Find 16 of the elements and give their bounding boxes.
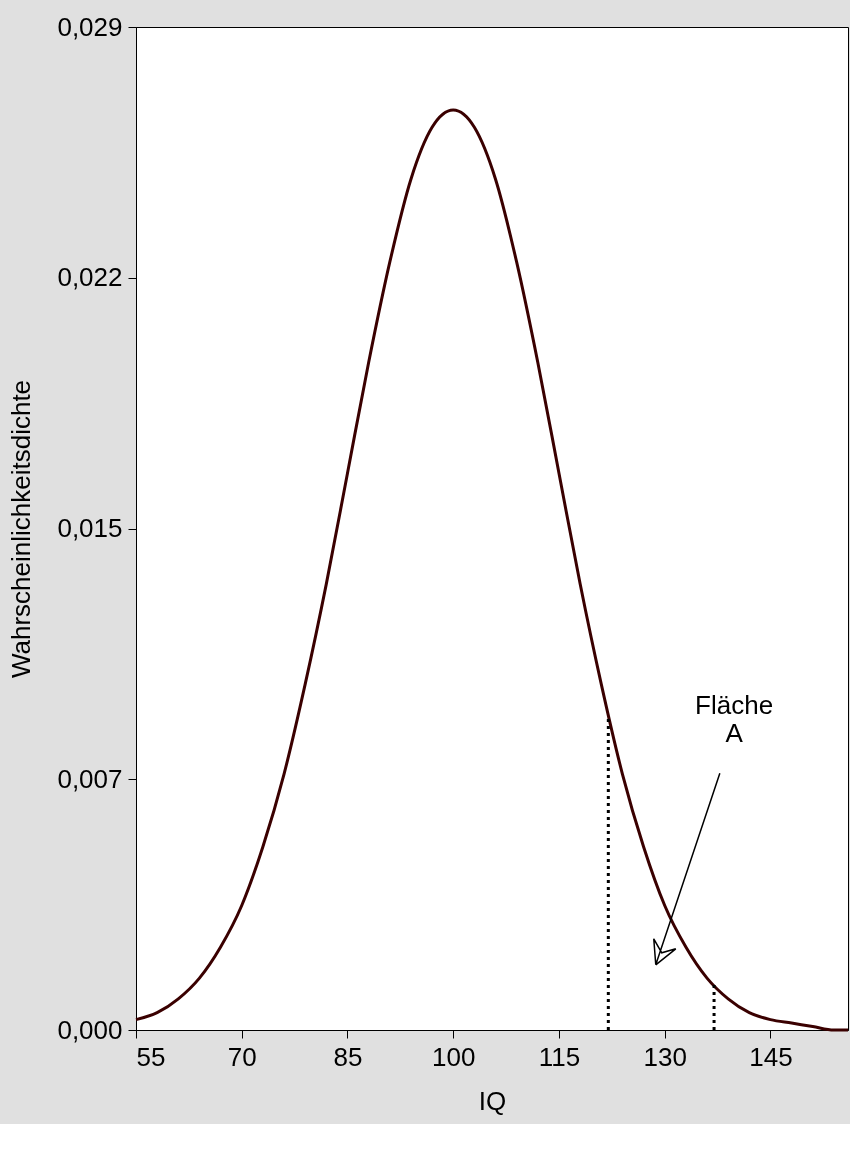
x-tick-label: 85 [333,1041,363,1072]
y-tick-label: 0,000 [57,1014,123,1045]
x-tick-label: 130 [643,1041,687,1072]
line-series [134,108,850,1032]
x-tick-label: 115 [538,1041,581,1072]
y-tick-label: 0,007 [57,763,123,794]
x-axis-title: IQ [478,1085,507,1116]
y-tick-label: 0,029 [57,11,123,42]
y-tick-label: 0,022 [57,262,123,293]
x-tick-label: 100 [432,1041,476,1072]
x-tick-label: 145 [749,1041,793,1072]
x-tick-label: 70 [227,1041,257,1072]
y-tick-label: 0,015 [57,513,123,543]
y-axis-title: Wahrscheinlichkeitsdichte [6,379,37,679]
annotation: Fläche A [695,690,774,749]
x-tick-label: 55 [136,1041,166,1072]
